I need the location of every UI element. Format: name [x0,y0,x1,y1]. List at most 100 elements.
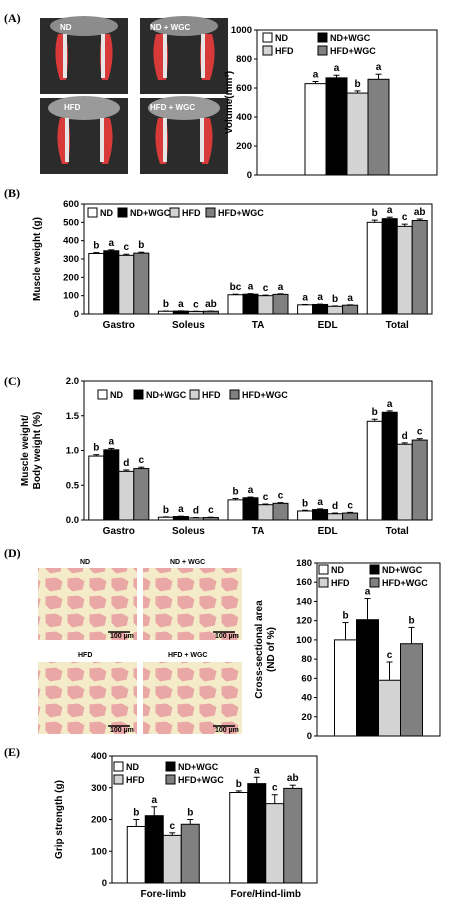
significance-label: d [123,458,129,469]
significance-label: c [263,283,269,294]
significance-label: b [332,294,338,305]
ct-label-hfd-wgc: HFD + WGC [150,103,195,112]
legend-swatch [369,564,380,575]
y-tick-label: 200 [63,272,79,283]
bar-hfd [187,517,204,521]
y-axis-label: Muscle weight/ [20,415,31,486]
panel-label-a: (A) [4,11,21,25]
y-axis-label: (ND of %) [266,627,277,672]
scale-bar-nd-wgc: 100 µm [215,633,239,640]
y-tick-label: 200 [236,141,252,152]
bar-hfd [118,254,135,315]
bar-nd [297,510,314,521]
y-tick-label: 0 [102,878,107,889]
significance-label: b [187,808,193,819]
bar-hfd [378,679,401,737]
legend-swatch [165,774,176,785]
legend-swatch [165,761,176,772]
bar-nd-wgc [325,77,348,176]
ct-image-hfd: HFD [40,96,128,174]
histology-label-nd: ND [80,559,90,566]
significance-label: c [263,492,269,503]
significance-label: c [124,242,130,253]
scale-bar-nd: 100 µm [110,633,134,640]
category-label: Total [386,320,409,331]
y-tick-label: 100 [63,291,79,302]
category-label: Fore-limb [140,889,186,900]
y-tick-label: 40 [301,693,312,704]
y-tick-label: 300 [91,783,107,794]
legend-label: ND [126,762,139,772]
y-tick-label: 20 [301,712,312,723]
legend-swatch [87,207,98,218]
bar-hfd [257,504,274,521]
legend-label: HFD+WGC [218,208,264,218]
legend-label: HFD [331,578,350,588]
significance-label: a [313,69,319,80]
bar-hfd [396,225,413,315]
bar-hfd-wgc [202,310,219,315]
panel-label-d: (D) [4,546,21,560]
y-tick-label: 600 [63,199,79,210]
legend-swatch [97,389,108,400]
y-axis-label: Cross-sectional area [254,600,265,699]
chart-c: 0.0 0.5 1.0 1.5 2.0 Muscle weight/Body weight… [20,376,433,537]
legend-swatch [113,774,124,785]
y-axis-label: Body weight (%) [32,412,43,490]
bar-nd-wgc [172,310,189,315]
legend-swatch [169,207,180,218]
significance-label: b [342,611,348,622]
bar-nd-wgc [247,783,267,884]
y-tick-label: 800 [236,54,252,65]
bar-hfd-wgc [202,517,219,521]
histology-image-hfd-wgc: HFD + WGC 100 µm [143,652,242,734]
bar-nd [304,83,327,176]
bar-hfd-wgc [133,252,150,315]
significance-label: a [178,504,184,515]
bar-hfd-wgc [411,220,428,315]
panel-label-e: (E) [4,745,20,759]
histology-image-nd-wgc: ND + WGC 100 µm [143,559,242,640]
significance-label: a [151,795,157,806]
legend-swatch [229,389,240,400]
y-axis-label: Muscle weight (g) [32,217,43,301]
bar-nd-wgc [144,815,164,884]
significance-label: c [193,299,199,310]
y-tick-label: 200 [91,815,107,826]
significance-label: b [133,808,139,819]
y-tick-label: 160 [296,577,312,588]
significance-label: a [317,497,323,508]
bar-hfd-wgc [272,502,289,521]
bar-hfd-wgc [367,78,390,176]
y-tick-label: 0.0 [66,515,79,526]
histology-image-hfd: HFD 100 µm [38,652,137,734]
y-tick-label: 2.0 [66,376,79,387]
scale-bar-hfd-wgc: 100 µm [215,727,239,734]
bar-hfd [187,310,204,315]
y-tick-label: 1.5 [66,411,80,422]
panel-label-c: (C) [4,374,21,388]
y-tick-label: 140 [296,596,312,607]
bar-hfd [118,470,135,521]
category-label: TA [252,526,265,537]
y-tick-label: 100 [91,846,107,857]
bar-nd [88,253,105,315]
bar-hfd [257,295,274,315]
y-tick-label: 400 [236,112,252,123]
bar-nd [366,221,383,315]
significance-label: c [139,455,145,466]
significance-label: ab [205,299,217,310]
significance-label: a [178,299,184,310]
significance-label: d [332,501,338,512]
chart-e: 0 100 200 300 400 Grip strength (g) b a c b Fore-l… [54,751,318,900]
significance-label: a [278,282,284,293]
significance-label: a [376,62,382,73]
legend-label: HFD [182,208,201,218]
bar-nd-wgc [356,619,379,737]
legend-swatch [369,577,380,588]
histology-image-nd: ND 100 µm [38,559,137,640]
ct-label-hfd: HFD [64,103,81,112]
category-label: EDL [318,320,338,331]
significance-label: b [93,241,99,252]
bar-hfd-wgc [411,439,428,521]
